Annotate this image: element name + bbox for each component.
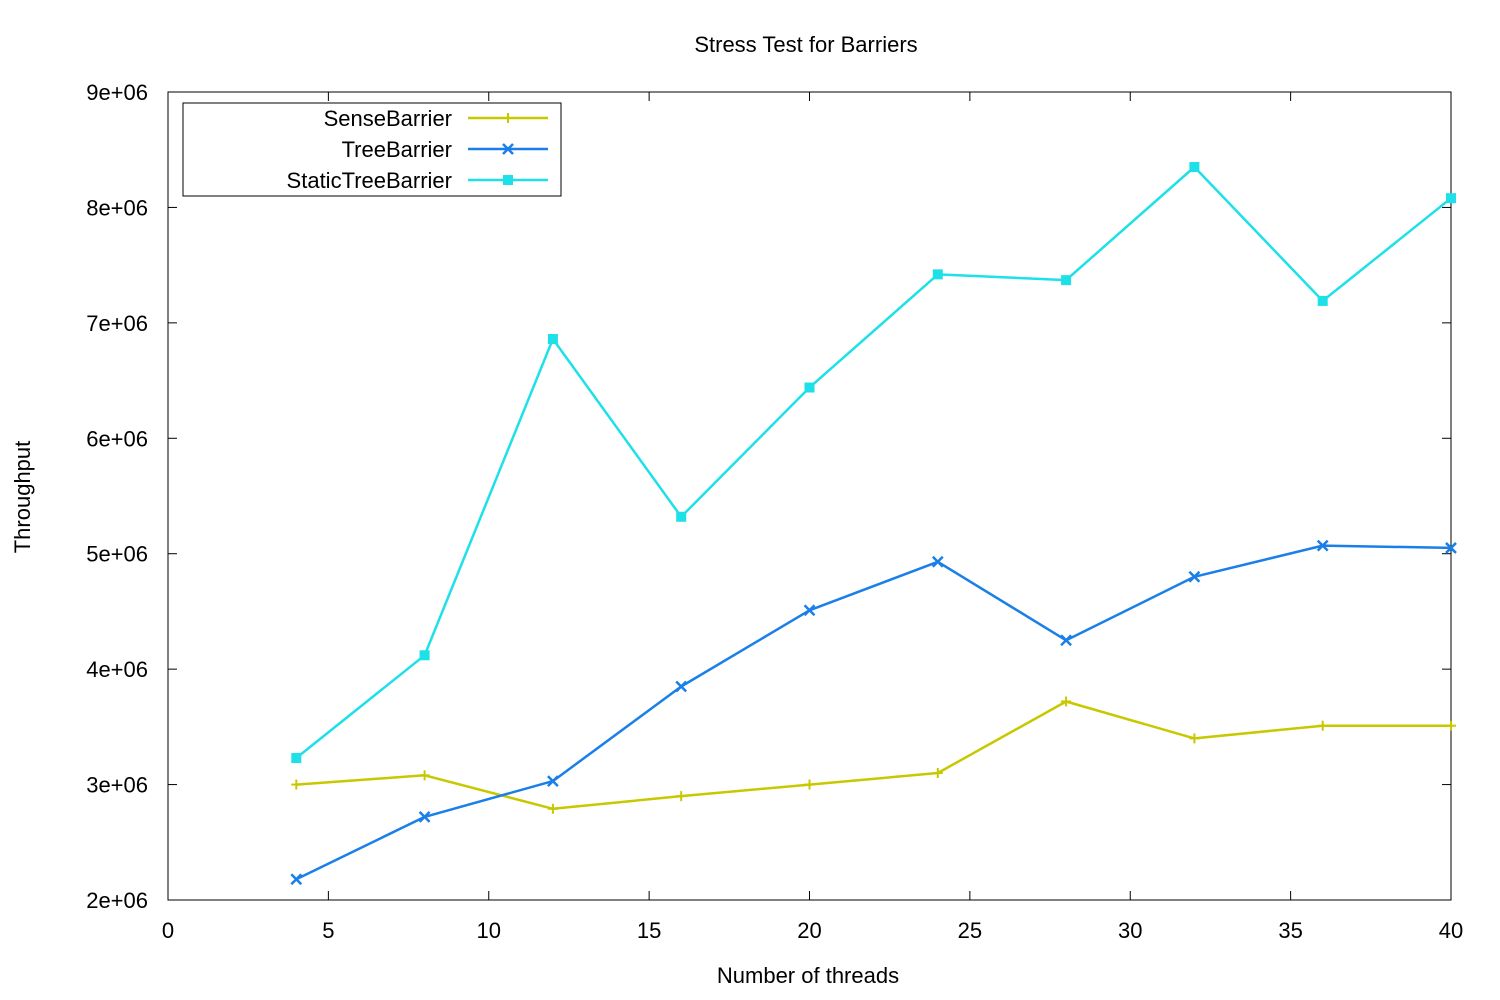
data-point (1061, 275, 1072, 286)
y-tick-label: 4e+06 (86, 657, 148, 682)
data-point (290, 873, 303, 886)
data-point (676, 511, 687, 522)
legend-label: TreeBarrier (342, 137, 452, 162)
x-tick-label: 15 (637, 918, 661, 943)
x-tick-label: 5 (322, 918, 334, 943)
legend: SenseBarrier TreeBarrier StaticTreeBarrier (182, 102, 562, 197)
y-tick-label: 5e+06 (86, 542, 148, 567)
data-point (1446, 193, 1456, 204)
data-point (804, 779, 815, 790)
legend-label: SenseBarrier (324, 106, 452, 131)
x-tick-label: 30 (1118, 918, 1142, 943)
y-tick-label: 9e+06 (86, 80, 148, 105)
data-point (1445, 542, 1457, 554)
series-layer (290, 162, 1457, 886)
x-tick-label: 25 (958, 918, 982, 943)
data-point (1061, 696, 1072, 707)
data-point (1189, 733, 1200, 744)
data-point (803, 604, 816, 617)
series-StaticTreeBarrier (291, 162, 1456, 764)
legend-item: StaticTreeBarrier (287, 168, 548, 193)
y-axis-label: Throughput (10, 441, 35, 554)
legend-label: StaticTreeBarrier (287, 168, 452, 193)
y-tick-label: 3e+06 (86, 773, 148, 798)
data-point (547, 775, 559, 787)
data-point (804, 382, 815, 393)
chart-title: Stress Test for Barriers (694, 32, 917, 57)
legend-item: TreeBarrier (342, 137, 548, 162)
legend-marker (503, 113, 513, 123)
series-SenseBarrier (291, 696, 1456, 814)
y-tick-label: 8e+06 (86, 195, 148, 220)
y-tick-label: 6e+06 (86, 426, 148, 451)
data-point (1446, 720, 1456, 731)
legend-item: SenseBarrier (324, 106, 548, 131)
x-tick-label: 35 (1278, 918, 1302, 943)
series-line (296, 700, 1451, 811)
legend-marker (503, 175, 513, 185)
data-point (1317, 295, 1328, 306)
data-point (675, 680, 688, 693)
data-point (418, 811, 431, 823)
x-tick-label: 40 (1439, 918, 1463, 943)
data-point (1060, 634, 1072, 647)
data-point (547, 334, 558, 345)
series-line (295, 165, 1452, 759)
data-point (932, 269, 943, 280)
data-point (932, 768, 943, 779)
x-tick-label: 10 (477, 918, 501, 943)
data-point (291, 753, 302, 764)
x-tick-label: 0 (162, 918, 174, 943)
legend-marker (502, 143, 514, 155)
data-point (1317, 720, 1328, 731)
data-point (676, 791, 687, 802)
x-axis-label: Number of threads (717, 963, 899, 988)
data-point (1189, 162, 1200, 173)
data-point (931, 555, 944, 568)
x-tick-label: 20 (797, 918, 821, 943)
series-line (295, 544, 1452, 881)
data-point (291, 779, 302, 790)
data-point (419, 770, 430, 781)
data-point (419, 650, 430, 661)
series-TreeBarrier (290, 539, 1457, 886)
y-tick-label: 2e+06 (86, 888, 148, 913)
axis-ticks: 0 5 10 15 20 25 30 35 40 2e+06 3e+06 4e+06 5e+06 6e+0… (86, 80, 1463, 943)
data-point (547, 803, 558, 814)
y-tick-label: 7e+06 (86, 311, 148, 336)
data-point (1188, 570, 1201, 583)
data-point (1316, 539, 1329, 552)
